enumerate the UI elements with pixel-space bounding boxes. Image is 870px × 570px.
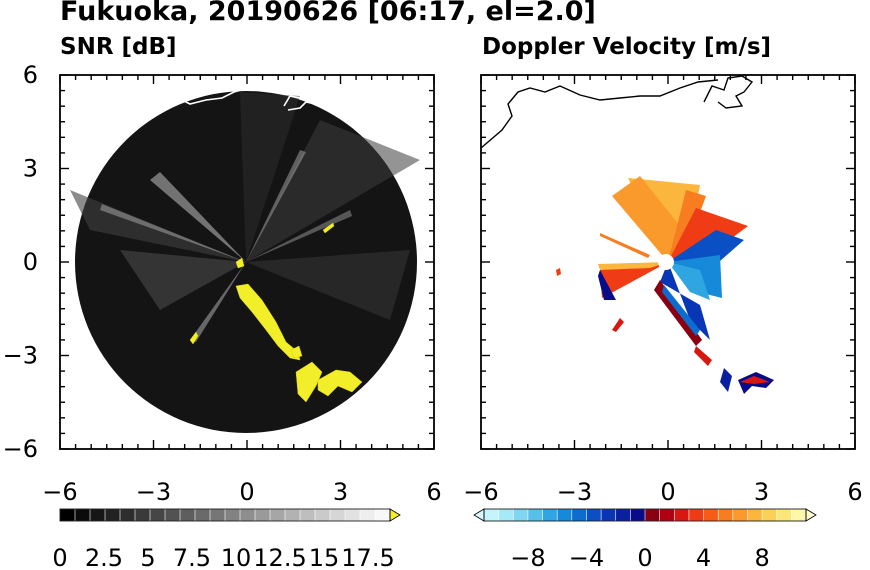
velocity-colorbar-cell <box>717 508 734 522</box>
snr-colorbar-cell <box>314 508 331 522</box>
snr-colorbar-cell <box>119 508 136 522</box>
snr-colorbar-cell <box>239 508 256 522</box>
velocity-colorbar-tick-label: 4 <box>696 544 711 570</box>
velocity-colorbar-cell <box>483 508 500 522</box>
snr-y-tick-label: −6 <box>3 435 38 463</box>
snr-colorbar-cell <box>149 508 166 522</box>
velocity-colorbar-cell <box>542 508 558 522</box>
snr-colorbar-tick-label: 10 <box>221 544 252 570</box>
snr-colorbar-cell <box>59 508 76 522</box>
velocity-colorbar-cell <box>527 508 544 522</box>
snr-axis-labels: −6 −3 0 3 6 6 3 0 −3 −6 <box>3 61 442 506</box>
snr-coastline <box>161 75 328 111</box>
velocity-colorbar-cell <box>556 508 573 522</box>
velocity-colorbar-cell <box>498 508 514 522</box>
snr-x-tick-label: 6 <box>426 478 441 506</box>
velocity-colorbar-cell <box>586 508 602 522</box>
velocity-colorbar-cell <box>512 508 529 522</box>
velocity-x-tick-label: 6 <box>847 478 862 506</box>
snr-y-tick-label: 6 <box>23 61 38 89</box>
velocity-colorbar-cell <box>747 508 763 522</box>
velocity-echo <box>556 176 774 394</box>
snr-colorbar-cell <box>269 508 286 522</box>
velocity-colorbar-cell <box>761 508 778 522</box>
snr-colorbar-cell <box>209 508 226 522</box>
velocity-blind-zone <box>658 254 674 270</box>
snr-colorbar: 0 2.5 5 7.5 10 12.5 15 17.5 <box>52 508 401 570</box>
snr-colorbar-labels: 0 2.5 5 7.5 10 12.5 15 17.5 <box>52 544 394 570</box>
snr-colorbar-cell <box>104 508 121 522</box>
snr-colorbar-extend-high <box>389 508 401 522</box>
velocity-colorbar-tick-label: −8 <box>510 544 545 570</box>
velocity-axis-ticks <box>480 74 856 450</box>
snr-panel: −6 −3 0 3 6 6 3 0 −3 −6 <box>3 61 442 506</box>
snr-axis-ticks <box>59 74 435 450</box>
snr-colorbar-cell <box>299 508 316 522</box>
velocity-colorbar-labels: −8 −4 0 4 8 <box>510 544 770 570</box>
snr-colorbar-cell <box>224 508 241 522</box>
snr-strong-echo <box>189 222 363 403</box>
snr-x-tick-label: −6 <box>42 478 77 506</box>
velocity-colorbar-cell <box>630 508 646 522</box>
velocity-colorbar-extend-high <box>805 508 817 522</box>
snr-colorbar-cell <box>344 508 361 522</box>
snr-x-tick-label: 0 <box>239 478 254 506</box>
velocity-colorbar-frame <box>483 508 807 522</box>
snr-colorbar-cell <box>89 508 106 522</box>
velocity-colorbar-tick-label: −4 <box>569 544 604 570</box>
snr-x-tick-label: −3 <box>136 478 171 506</box>
velocity-x-tick-label: 0 <box>660 478 675 506</box>
velocity-x-tick-label: 3 <box>754 478 769 506</box>
velocity-axis-labels: −6 −3 0 3 6 <box>463 478 862 506</box>
velocity-colorbar-cell <box>791 508 807 522</box>
snr-colorbar-tick-label: 2.5 <box>85 544 123 570</box>
snr-y-tick-label: 3 <box>23 155 38 183</box>
snr-y-tick-label: 0 <box>23 248 38 276</box>
velocity-colorbar-cell <box>600 508 617 522</box>
snr-colorbar-cell <box>284 508 301 522</box>
snr-y-tick-label: −3 <box>3 342 38 370</box>
snr-colorbar-cell <box>374 508 391 522</box>
snr-colorbar-tick-label: 5 <box>140 544 155 570</box>
figure-title: Fukuoka, 20190626 [06:17, el=2.0] <box>60 0 596 27</box>
velocity-colorbar-tick-label: 8 <box>754 544 769 570</box>
velocity-x-tick-label: −3 <box>557 478 592 506</box>
velocity-colorbar-cell <box>688 508 705 522</box>
velocity-panel-title: Doppler Velocity [m/s] <box>482 34 772 60</box>
snr-colorbar-cell <box>179 508 196 522</box>
snr-colorbar-tick-label: 15 <box>309 544 340 570</box>
velocity-coastline <box>481 75 754 149</box>
snr-colorbar-tick-label: 7.5 <box>173 544 211 570</box>
snr-colorbar-cell <box>164 508 181 522</box>
velocity-panel: −6 −3 0 3 6 <box>463 74 863 506</box>
snr-clutter-rays <box>70 92 420 342</box>
velocity-colorbar-cell <box>776 508 792 522</box>
snr-colorbar-cell <box>359 508 376 522</box>
velocity-colorbar-cell <box>644 508 661 522</box>
snr-colorbar-tick-label: 0 <box>52 544 67 570</box>
snr-colorbar-cell <box>329 508 346 522</box>
velocity-colorbar-cell <box>703 508 719 522</box>
snr-colorbar-cell <box>134 508 151 522</box>
snr-colorbar-tick-label: 12.5 <box>253 544 306 570</box>
snr-colorbar-frame <box>59 508 391 522</box>
velocity-colorbar-cell <box>732 508 749 522</box>
velocity-colorbar-cell <box>571 508 588 522</box>
velocity-x-tick-label: −6 <box>463 478 498 506</box>
snr-colorbar-tick-label: 17.5 <box>341 544 394 570</box>
velocity-colorbar-cell <box>615 508 631 522</box>
snr-colorbar-cell <box>194 508 211 522</box>
snr-colorbar-cell <box>74 508 91 522</box>
velocity-colorbar-extend-low <box>473 508 485 522</box>
velocity-colorbar-tick-label: 0 <box>637 544 652 570</box>
velocity-colorbar-cell <box>673 508 690 522</box>
velocity-colorbar: −8 −4 0 4 8 <box>473 508 817 570</box>
velocity-colorbar-cell <box>659 508 675 522</box>
snr-panel-title: SNR [dB] <box>60 34 177 60</box>
snr-colorbar-cell <box>254 508 271 522</box>
snr-x-tick-label: 3 <box>333 478 348 506</box>
